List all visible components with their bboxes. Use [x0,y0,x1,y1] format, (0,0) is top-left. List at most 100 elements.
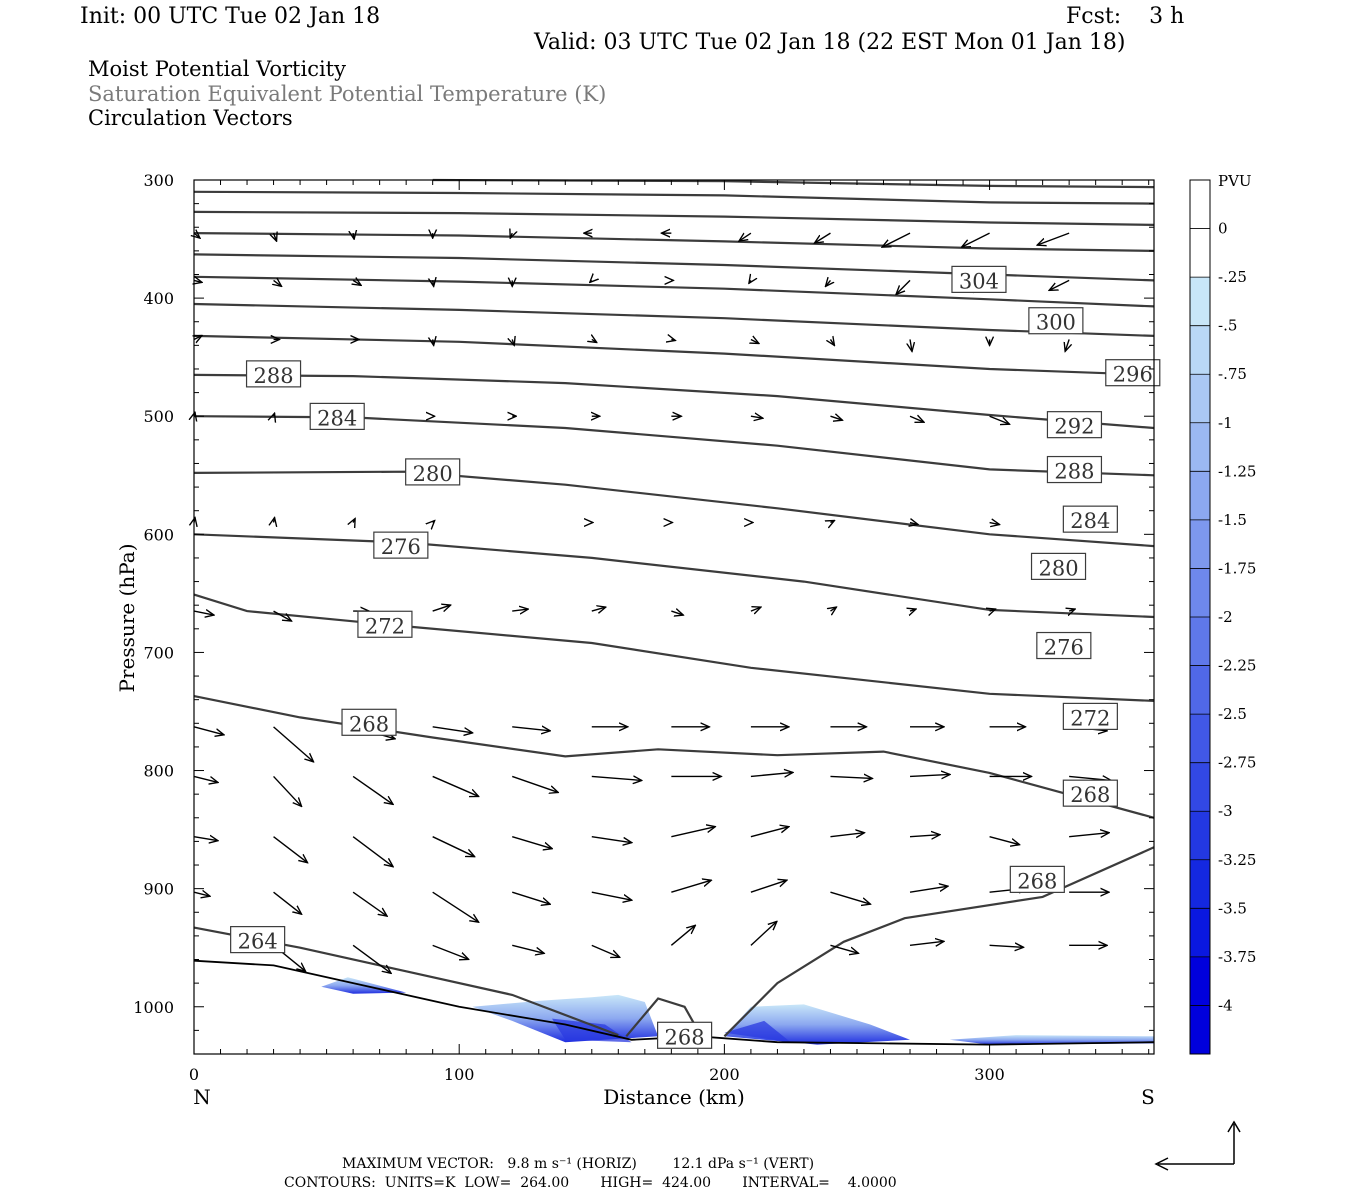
contour-label: 264 [238,930,278,954]
circulation-vector [273,610,292,621]
contour-label-box [1009,865,1065,893]
colorbar-cell [1190,228,1210,278]
circulation-vector [989,836,1020,845]
colorbar-tick-label: -3.25 [1218,851,1256,869]
contour-label-box [1062,779,1118,807]
init-time: Init: 00 UTC Tue 02 Jan 18 [80,4,381,29]
theta-es-contour [193,334,1155,376]
circulation-vector [352,775,393,804]
colorbar-unit: PVU [1218,172,1252,190]
circulation-vector [274,233,277,241]
circulation-vector [432,944,469,959]
y-tick-label: 300 [143,171,174,190]
circulation-vector [830,776,872,778]
circulation-vector [591,891,632,900]
circulation-vector [353,233,354,239]
contour-label-box [230,926,286,954]
legend-line-theta-es: Saturation Equivalent Potential Temperat… [88,82,607,106]
colorbar-tick-label: 0 [1218,220,1228,238]
circulation-vector [750,772,793,776]
contour-label-box [1028,307,1084,335]
y-tick-label: 1000 [133,998,174,1017]
y-axis-label: Pressure (hPa) [115,544,139,693]
circulation-vector [193,837,218,841]
contour-label-box [1062,505,1118,533]
circulation-vector [751,339,759,343]
circulation-vector [750,416,763,418]
circulation-vector [910,523,918,525]
x-tick-label: 0 [189,1065,199,1084]
contour-label-box [1030,552,1087,580]
circulation-vector [274,280,282,286]
contour-label: 280 [413,462,453,486]
circulation-vector [1069,833,1109,837]
y-tick-label: 600 [143,525,174,544]
colorbar-cell [1190,471,1210,521]
circulation-vector [909,416,924,422]
mpv-shading [321,977,1154,1045]
colorbar-tick-label: -.75 [1218,365,1247,383]
contour-label: 284 [317,406,357,430]
colorbar-cell [1190,325,1210,375]
circulation-vector [194,233,200,238]
y-tick-label: 700 [143,643,174,662]
reference-vector [1154,1120,1241,1171]
theta-es-contours [193,178,1155,1038]
circulation-vector [671,339,675,340]
circulation-vector [433,339,434,345]
circulation-vector [193,775,218,782]
colorbar-tick-label: -.5 [1218,317,1237,335]
theta-es-contour [193,593,1155,702]
colorbar-cell [1190,665,1210,715]
circulation-vector [352,891,387,916]
contour-label: 276 [1044,636,1084,660]
colorbar-tick-label: -2 [1218,608,1233,626]
circulation-vector [512,891,550,904]
circulation-vector [1037,232,1070,245]
circulation-vector [432,605,451,611]
colorbar-tick-label: -1.25 [1218,462,1256,480]
circulation-vector [512,944,544,953]
contour-label: 272 [1070,706,1110,730]
circulation-vector [749,280,751,283]
circulation-vector [830,607,836,611]
theta-es-contour [193,695,1155,819]
contour-label-box [341,708,397,736]
circulation-vector [882,232,911,247]
contour-label-box [1062,702,1118,730]
circulation-vector [814,232,831,243]
mpv-shade-core [724,1020,791,1043]
circulation-vector [193,611,214,615]
colorbar-cell [1190,762,1210,812]
circulation-vector [433,280,434,286]
contour-label: 272 [365,614,405,638]
theta-es-contour [193,232,1155,252]
y-tick-label: 500 [143,407,174,426]
x-end-label-n: N [193,1085,211,1109]
circulation-vector [739,232,752,241]
circulation-vector [989,415,1010,424]
x-axis-label: Distance (km) [603,1085,745,1109]
colorbar-tick-label: -1 [1218,414,1233,432]
colorbar-tick-label: -1.5 [1218,511,1247,529]
circulation-vector [352,944,391,973]
y-tick-label: 800 [143,762,174,781]
circulation-vector [909,774,950,776]
circulation-vector [432,891,479,922]
circulation-vector [273,775,302,806]
colorbar-cell [1190,859,1210,909]
circulation-vectors [194,233,1111,973]
colorbar-cell [1190,1005,1210,1055]
colorbar-tick-label: -3.5 [1218,899,1247,917]
colorbar-cell [1190,374,1210,424]
x-tick-label: 200 [709,1065,740,1084]
circulation-vector [512,339,514,345]
circulation-vector [750,607,761,611]
contour-label-box [1046,411,1103,439]
contour-label-box [1036,631,1092,660]
colorbar-cell [1190,180,1210,230]
contour-label: 284 [1070,509,1110,533]
colorbar-tick-label: -2.25 [1218,657,1256,675]
circulation-vector [512,836,552,849]
legend-line-vectors: Circulation Vectors [88,106,293,130]
